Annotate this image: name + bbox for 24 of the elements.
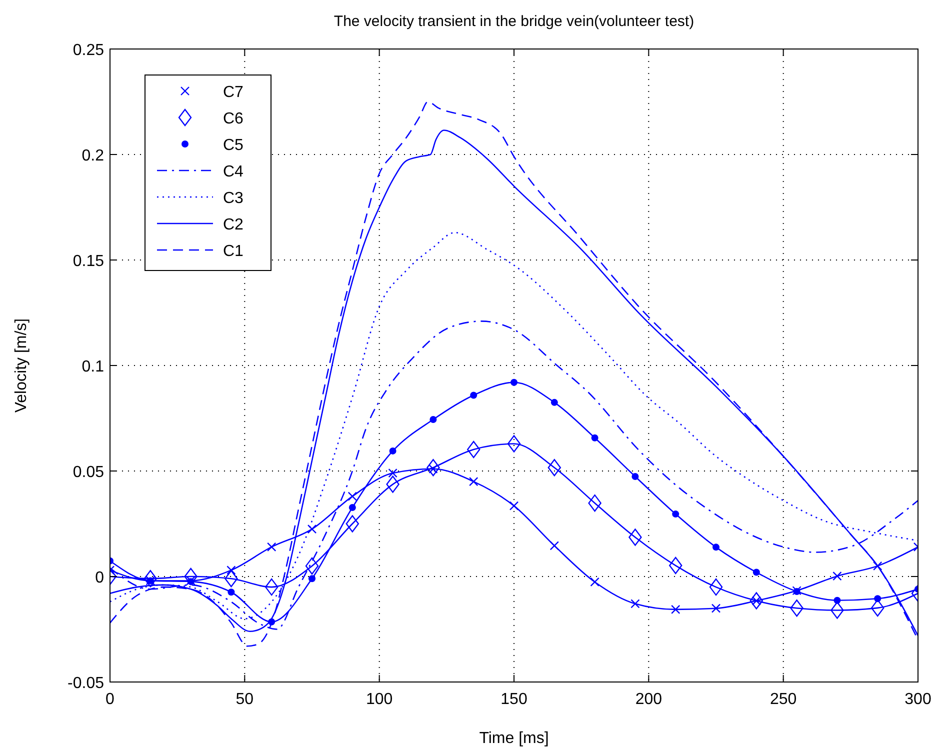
legend-label: C2 <box>223 216 244 234</box>
x-tick-label: 200 <box>635 691 662 708</box>
x-tick-label: 150 <box>500 691 528 708</box>
legend-label: C4 <box>223 164 244 180</box>
x-tick-label: 0 <box>106 691 115 708</box>
x-tick-label: 300 <box>904 691 932 708</box>
y-tick-label: -0.05 <box>68 675 104 692</box>
y-tick-label: 0.25 <box>72 42 104 59</box>
y-tick-label: 0.15 <box>72 253 104 270</box>
x-tick-label: 100 <box>366 691 393 708</box>
chart-title: The velocity transient in the bridge vein(volunteer test) <box>334 13 694 30</box>
legend-label: C6 <box>223 110 244 128</box>
legend-label: C7 <box>223 84 244 101</box>
legend-label: C3 <box>223 190 244 207</box>
y-tick-label: 0.2 <box>82 148 104 164</box>
legend-label: C1 <box>223 243 244 260</box>
y-tick-label: 0.05 <box>72 464 104 481</box>
x-tick-label: 250 <box>770 691 797 708</box>
y-tick-label: 0 <box>95 570 104 586</box>
y-tick-label: 0.1 <box>82 358 104 376</box>
x-tick-label: 50 <box>236 691 254 708</box>
legend-label: C5 <box>223 137 244 154</box>
x-axis-title: Time [ms] <box>479 730 549 747</box>
y-axis-title: Velocity [m/s] <box>13 318 30 413</box>
